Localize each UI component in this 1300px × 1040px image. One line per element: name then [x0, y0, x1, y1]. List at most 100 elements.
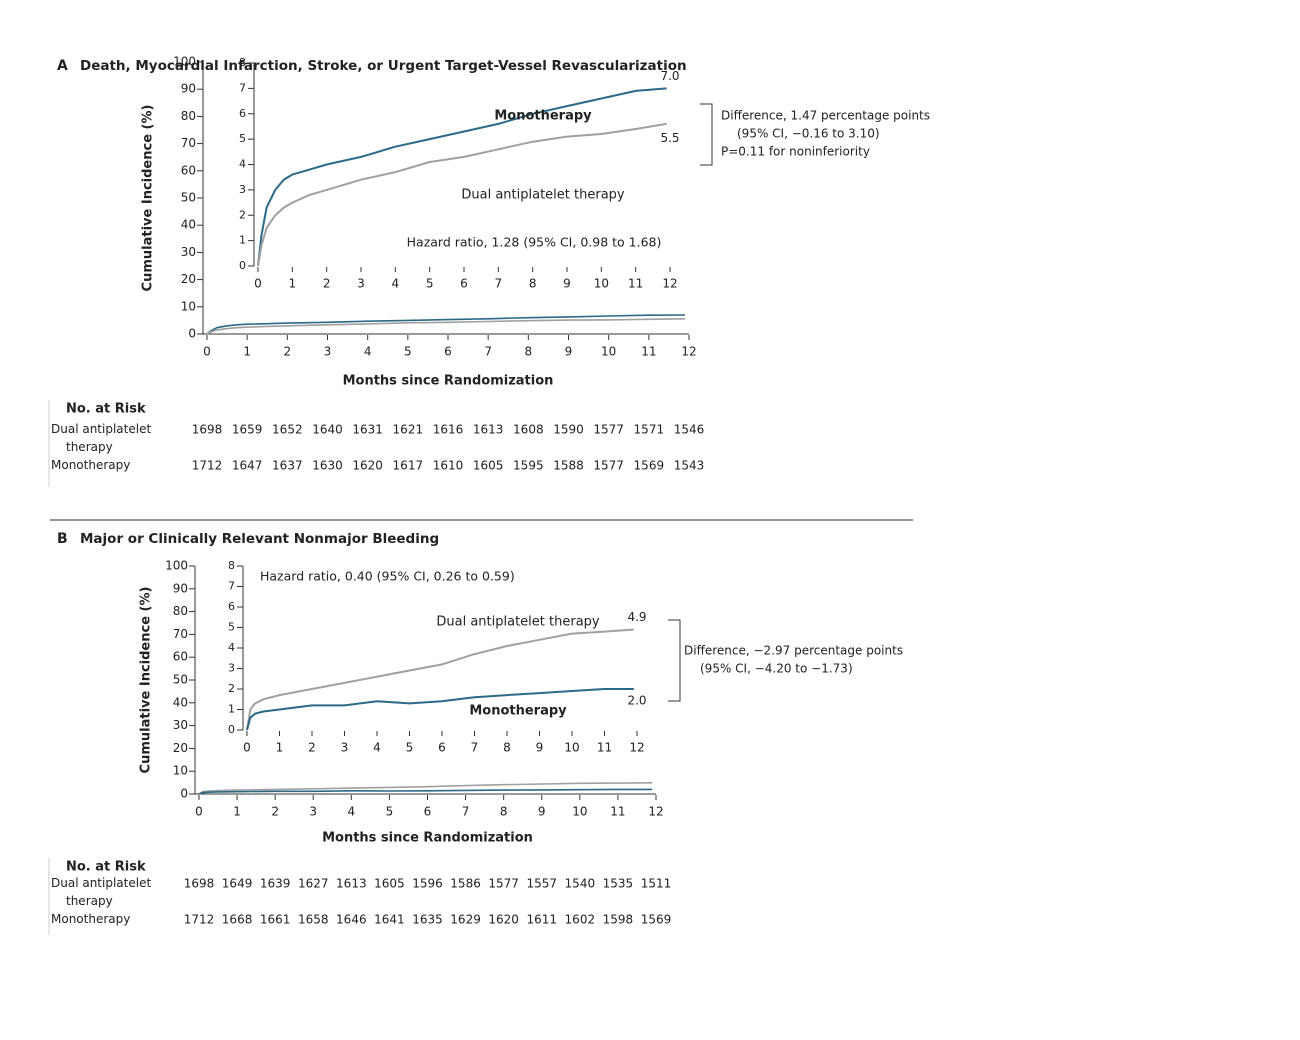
- x-tick-label: 8: [503, 741, 511, 755]
- risk-count: 1652: [272, 423, 303, 437]
- risk-count: 1602: [565, 913, 596, 927]
- km-curve: [246, 628, 634, 731]
- risk-count: 1617: [393, 459, 424, 473]
- y-tick-label: 0: [180, 787, 188, 801]
- x-tick-label: 4: [364, 345, 372, 359]
- risk-row-label: Monotherapy: [51, 912, 131, 926]
- y-tick-label: 80: [181, 109, 196, 123]
- risk-count: 1613: [473, 423, 504, 437]
- risk-row-label: Dual antiplatelet therapy: [51, 422, 152, 454]
- risk-count: 1712: [184, 913, 215, 927]
- risk-count: 1698: [192, 423, 223, 437]
- x-tick-label: 8: [525, 345, 533, 359]
- risk-count: 1647: [232, 459, 263, 473]
- hazard-ratio: Hazard ratio, 1.28 (95% CI, 0.98 to 1.68…: [407, 235, 662, 250]
- x-axis-label: Months since Randomization: [322, 831, 533, 846]
- x-tick-label: 4: [392, 277, 400, 291]
- risk-count: 1605: [473, 459, 504, 473]
- km-curve: [198, 788, 653, 795]
- y-tick-label: 60: [173, 650, 188, 664]
- km-curve: [206, 318, 686, 335]
- y-tick-label: 0: [239, 259, 246, 272]
- end-value-label: 5.5: [660, 131, 679, 145]
- y-tick-label: 1: [228, 703, 235, 716]
- risk-count: 1613: [336, 877, 367, 891]
- y-tick-label: 60: [181, 163, 196, 177]
- risk-count: 1639: [260, 877, 291, 891]
- y-tick-label: 90: [173, 581, 188, 595]
- x-tick-label: 2: [271, 805, 279, 819]
- risk-count: 1698: [184, 877, 215, 891]
- x-tick-label: 5: [406, 741, 414, 755]
- panel-label: A: [57, 58, 68, 74]
- risk-count: 1637: [272, 459, 303, 473]
- x-tick-label: 0: [203, 345, 211, 359]
- x-tick-label: 5: [386, 805, 394, 819]
- x-tick-label: 6: [424, 805, 432, 819]
- difference-note: Difference, −2.97 percentage points: [684, 644, 903, 658]
- risk-count: 1616: [433, 423, 464, 437]
- y-tick-label: 4: [239, 158, 246, 171]
- risk-count: 1535: [603, 877, 634, 891]
- risk-count: 1668: [222, 913, 253, 927]
- x-tick-label: 12: [681, 345, 696, 359]
- y-tick-label: 0: [228, 723, 235, 736]
- risk-count: 1620: [352, 459, 383, 473]
- risk-count: 1659: [232, 423, 263, 437]
- km-curve: [257, 122, 667, 267]
- series-label: Monotherapy: [469, 704, 567, 719]
- risk-count: 1543: [674, 459, 705, 473]
- x-tick-label: 0: [243, 741, 251, 755]
- risk-count: 1571: [634, 423, 665, 437]
- y-tick-label: 40: [181, 218, 196, 232]
- y-tick-label: 10: [173, 764, 188, 778]
- y-tick-label: 4: [228, 641, 235, 654]
- y-tick-label: 8: [228, 559, 235, 572]
- y-tick-label: 50: [173, 673, 188, 687]
- bracket: [700, 103, 713, 166]
- y-tick-label: 0: [188, 327, 196, 341]
- x-tick-label: 12: [648, 805, 663, 819]
- y-tick-label: 2: [239, 208, 246, 221]
- x-tick-label: 7: [484, 345, 492, 359]
- risk-count: 1569: [641, 913, 672, 927]
- y-tick-label: 70: [181, 136, 196, 150]
- x-tick-label: 3: [324, 345, 332, 359]
- x-axis-label: Months since Randomization: [343, 374, 554, 389]
- risk-count: 1546: [674, 423, 705, 437]
- x-tick-label: 10: [572, 805, 587, 819]
- x-tick-label: 4: [348, 805, 356, 819]
- risk-count: 1712: [192, 459, 223, 473]
- x-tick-label: 2: [323, 277, 331, 291]
- risk-count: 1595: [513, 459, 544, 473]
- x-tick-label: 10: [564, 741, 579, 755]
- y-tick-label: 7: [239, 81, 246, 94]
- y-tick-label: 70: [173, 627, 188, 641]
- km-curve: [257, 87, 667, 267]
- x-tick-label: 9: [563, 277, 571, 291]
- difference-note: P=0.11 for noninferiority: [721, 145, 870, 159]
- bracket: [668, 619, 681, 702]
- hazard-ratio: Hazard ratio, 0.40 (95% CI, 0.26 to 0.59…: [260, 569, 515, 584]
- y-tick-label: 30: [181, 245, 196, 259]
- x-tick-label: 2: [308, 741, 316, 755]
- x-tick-label: 0: [254, 277, 262, 291]
- panel-label: B: [57, 531, 68, 547]
- risk-count: 1630: [312, 459, 343, 473]
- risk-row-label: Dual antiplatelet therapy: [51, 876, 152, 908]
- x-tick-label: 10: [594, 277, 609, 291]
- risk-count: 1641: [374, 913, 405, 927]
- x-tick-label: 7: [471, 741, 479, 755]
- x-tick-label: 3: [341, 741, 349, 755]
- x-tick-label: 1: [243, 345, 251, 359]
- x-tick-label: 12: [629, 741, 644, 755]
- x-tick-label: 8: [529, 277, 537, 291]
- series-label: Dual antiplatelet therapy: [436, 615, 600, 630]
- risk-count: 1598: [603, 913, 634, 927]
- y-tick-label: 20: [173, 741, 188, 755]
- y-tick-label: 5: [228, 621, 235, 634]
- x-tick-label: 5: [426, 277, 434, 291]
- risk-count: 1577: [593, 423, 624, 437]
- x-tick-label: 1: [233, 805, 241, 819]
